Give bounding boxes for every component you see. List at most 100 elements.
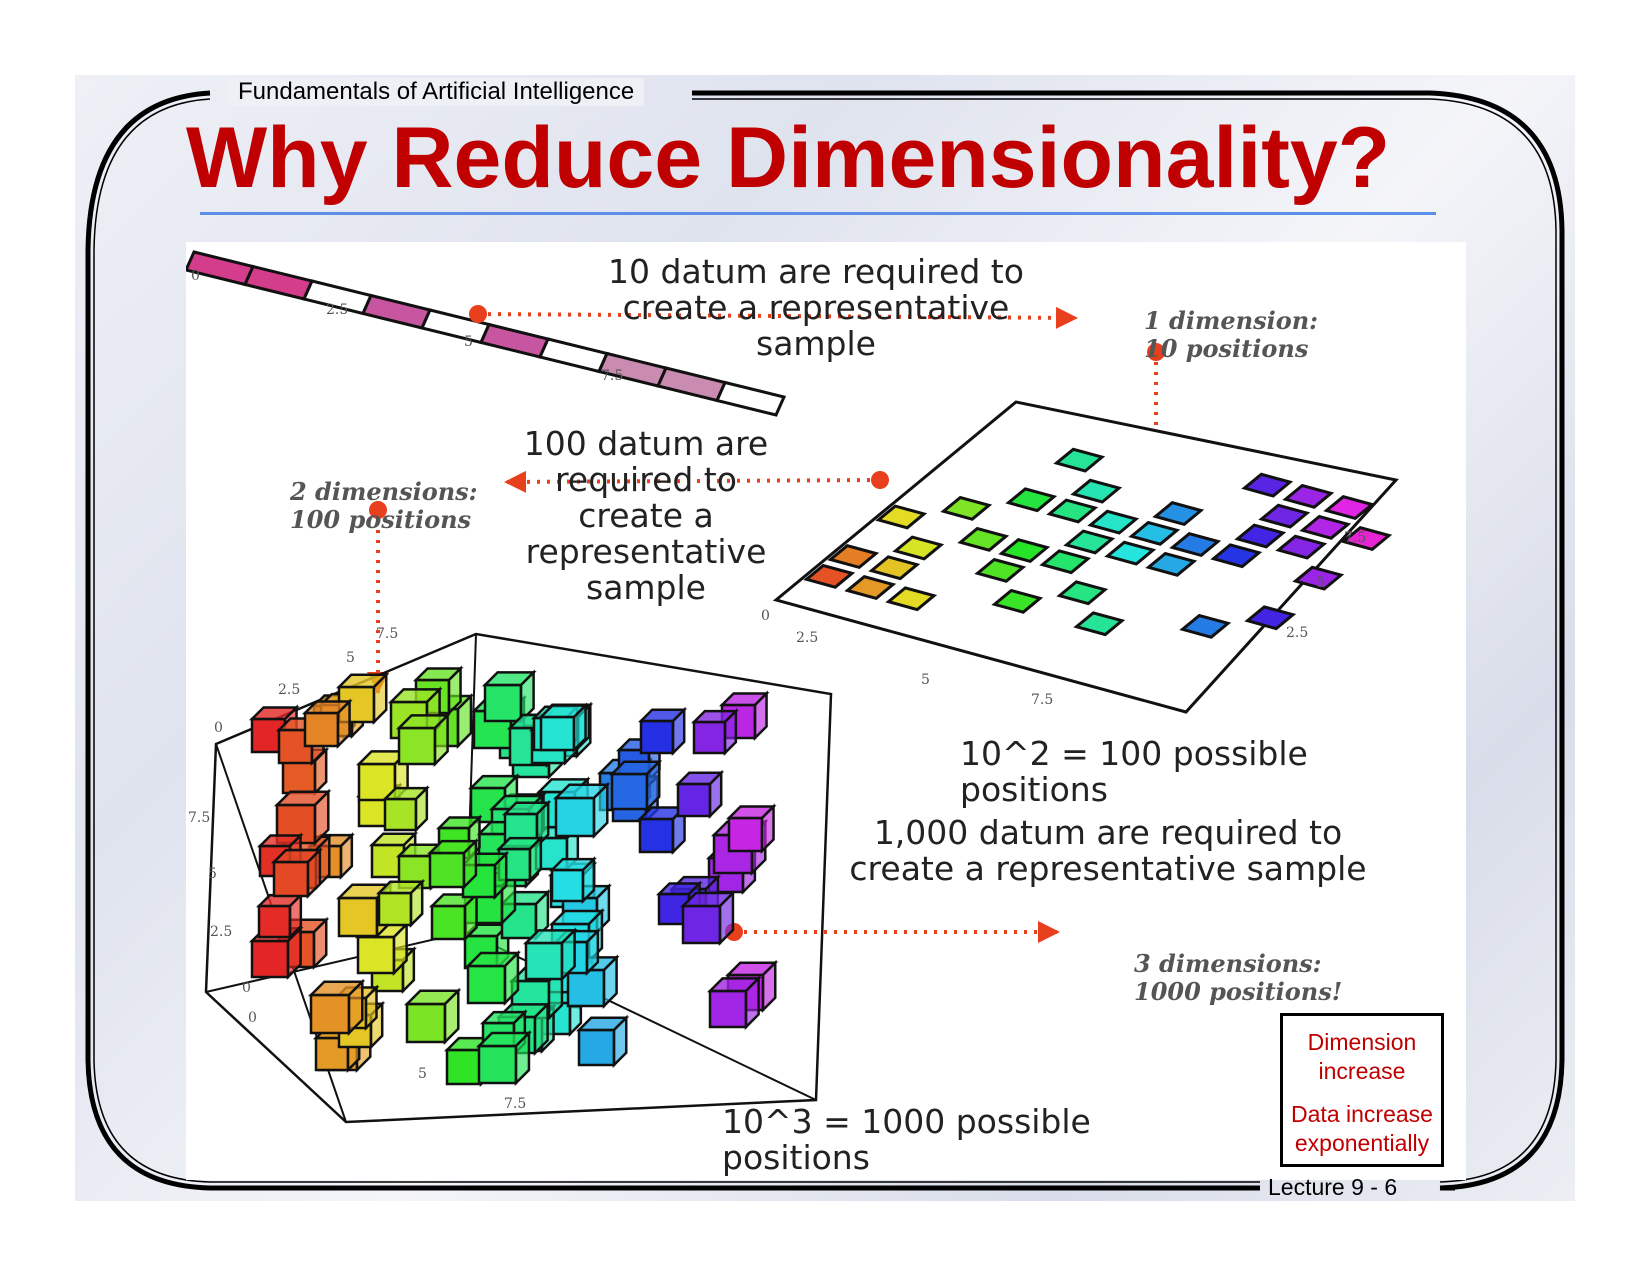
cube <box>337 896 379 938</box>
arrow-1d-dot <box>469 305 487 323</box>
cube-side <box>533 1001 549 1057</box>
plane-cell <box>957 526 1010 552</box>
cube-side <box>364 984 378 1032</box>
cube-side <box>372 671 388 726</box>
plane-cell <box>1039 549 1092 575</box>
tick-label: 5 <box>346 650 355 666</box>
cube <box>405 1002 447 1044</box>
plane-cell <box>998 538 1051 564</box>
cube-side <box>462 838 478 891</box>
cube <box>610 772 649 811</box>
arrow-1d <box>477 312 1079 320</box>
plane-cell <box>892 535 945 561</box>
plane-cell <box>1169 532 1222 558</box>
strip-cell <box>242 264 315 301</box>
plane-cell <box>827 544 880 570</box>
plane-cell <box>1104 540 1157 566</box>
plane-cell <box>1299 514 1352 540</box>
cube-side <box>339 832 354 881</box>
tick-label: 5 <box>418 1066 427 1082</box>
plane-cell <box>1005 487 1058 513</box>
plane-cell <box>1323 495 1376 521</box>
frame-outline <box>85 90 1260 1191</box>
tick-label: 7.5 <box>376 626 398 642</box>
cube <box>272 860 310 898</box>
cube <box>692 720 727 755</box>
tick-label: 5 <box>208 866 217 882</box>
cube <box>539 715 576 752</box>
plane-cell <box>991 588 1044 614</box>
cube <box>466 964 507 1005</box>
cube-side <box>306 847 322 900</box>
arrow-2d-dot <box>871 471 889 489</box>
cube-side <box>581 856 596 905</box>
cube <box>550 868 585 903</box>
cube-side <box>409 878 424 929</box>
tick-label: 7.5 <box>188 810 210 826</box>
cube-side <box>514 1030 531 1087</box>
cube <box>397 726 437 766</box>
arrow-2d-head <box>504 470 527 493</box>
cube-side <box>336 698 351 750</box>
tick-label: 5 <box>921 672 930 688</box>
arrow-1d-head <box>1055 306 1078 329</box>
cube-side <box>760 803 775 855</box>
plane-cell <box>1210 543 1263 569</box>
plane-cell <box>1046 498 1099 524</box>
cube-side <box>392 921 408 977</box>
cube-side <box>585 928 600 977</box>
cube-side <box>528 835 543 884</box>
cube <box>554 796 596 838</box>
tick-label: 7.5 <box>601 368 623 384</box>
plane-cell <box>1128 520 1181 546</box>
label-2d: 2 dimensions: 100 positions <box>290 477 478 534</box>
caption-1d: 10 datum are required to create a repres… <box>608 252 1024 363</box>
title-underline <box>200 212 1436 215</box>
plane-cell <box>803 563 856 589</box>
strip-cell <box>714 380 787 417</box>
cube-side <box>463 891 478 943</box>
cube-side <box>312 916 328 971</box>
cube-side <box>288 892 303 941</box>
plane-cell <box>844 575 897 601</box>
strip-cell <box>478 322 551 359</box>
tick-label: 7.5 <box>1031 692 1053 708</box>
note-line-2: increase <box>1318 1058 1406 1084</box>
cube-side <box>671 706 686 757</box>
lecture-number: Lecture 9 - 6 <box>1268 1174 1398 1200</box>
plane-cell <box>1244 605 1297 631</box>
plane-cell <box>1241 472 1294 498</box>
tick-label: 2.5 <box>210 924 232 940</box>
cube-side <box>723 708 738 757</box>
tick-label: 5 <box>1316 575 1325 591</box>
cube <box>638 817 675 854</box>
cube-side <box>560 927 576 983</box>
cube-side <box>313 788 330 847</box>
strip-cell <box>655 366 728 403</box>
plane-cell <box>1258 503 1311 529</box>
plane-cell <box>1179 613 1232 639</box>
plane-cell <box>1292 565 1345 591</box>
plane-cell <box>885 586 938 612</box>
cube-side <box>503 950 520 1007</box>
cube-side <box>519 669 535 725</box>
tick-label: 0 <box>214 720 223 736</box>
slide-title: Why Reduce Dimensionality? <box>186 110 1391 206</box>
cube-side <box>286 925 302 981</box>
figure-art: 0 2.5 5 7.5 0 2.5 5 7.5 7.5 5 2.5 7.5 5 2.5 0 7.5 5 2.5 0 0… <box>186 250 1399 1124</box>
cube <box>681 904 722 945</box>
cube-side <box>414 785 429 834</box>
cube <box>639 719 675 755</box>
tick-label: 0 <box>242 980 251 996</box>
tick-label: 7.5 <box>504 1096 526 1112</box>
cube <box>445 1048 483 1086</box>
arrow-2d-down-dot <box>369 501 387 519</box>
tick-label: 0 <box>761 608 770 624</box>
cube-side <box>761 959 777 1014</box>
plane-cell <box>1145 551 1198 577</box>
cube <box>477 1044 518 1085</box>
plane-cell <box>1087 509 1140 535</box>
tick-label: 2.5 <box>278 682 300 698</box>
label-3d: 3 dimensions: 1000 positions! <box>1134 949 1343 1006</box>
